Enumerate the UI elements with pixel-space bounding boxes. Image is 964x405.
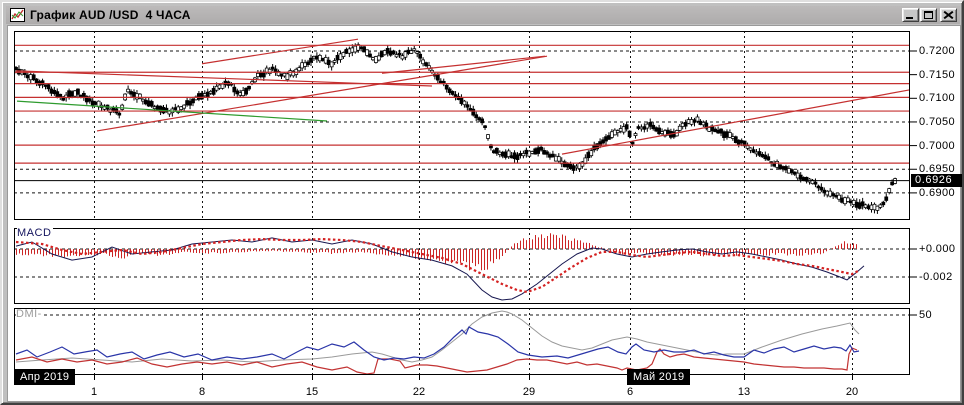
price-axis-label: 0.7050 [919, 115, 956, 128]
date-axis-label: 8 [198, 386, 206, 398]
price-axis-label: 0.6900 [919, 186, 956, 199]
macd-axis-label: +0.000 [919, 243, 956, 255]
month-marker: Май 2019 [627, 369, 691, 385]
title-bar[interactable]: График AUD /USD 4 ЧАСА [6, 6, 960, 24]
maximize-button[interactable] [920, 8, 937, 22]
date-axis-label: 22 [412, 386, 426, 398]
price-axis-label: 0.7000 [919, 139, 956, 152]
macd-axis-label: -0.002 [919, 271, 953, 283]
month-marker: Апр 2019 [14, 369, 76, 385]
date-axis-label: 6 [626, 386, 634, 398]
date-axis-label: 1 [90, 386, 98, 398]
macd-panel-label: MACD [17, 227, 54, 239]
close-icon [944, 11, 953, 19]
minimize-button[interactable] [902, 8, 919, 22]
current-price-badge: 0.6926 [911, 174, 962, 187]
close-button[interactable] [940, 8, 957, 22]
price-axis-label: 0.7100 [919, 92, 956, 105]
price-axis-label: 0.7150 [919, 68, 956, 81]
dmi-axis-label: 50 [919, 309, 933, 321]
window-controls [901, 8, 957, 22]
date-axis-label: 13 [737, 386, 751, 398]
date-axis-label: 15 [305, 386, 319, 398]
price-axis-label: 0.6950 [919, 163, 956, 176]
date-axis-label: 20 [845, 386, 859, 398]
dmi-panel-label: DMI- [16, 308, 44, 320]
window-title: График AUD /USD 4 ЧАСА [30, 8, 191, 22]
maximize-icon [924, 11, 933, 19]
price-axis-label: 0.7200 [919, 45, 956, 57]
minimize-icon [906, 17, 913, 19]
date-axis-label: 29 [522, 386, 536, 398]
chart-app-icon[interactable] [10, 8, 25, 22]
